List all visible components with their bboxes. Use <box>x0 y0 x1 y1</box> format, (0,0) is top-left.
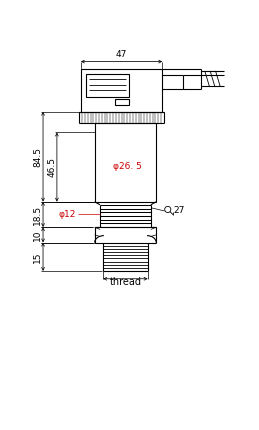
Bar <box>81 68 162 112</box>
Text: 10: 10 <box>33 229 42 241</box>
Text: 84.5: 84.5 <box>33 147 42 167</box>
Bar <box>115 99 128 105</box>
Text: φ26. 5: φ26. 5 <box>112 162 141 171</box>
Text: thread: thread <box>109 277 141 287</box>
Text: 46.5: 46.5 <box>47 157 56 177</box>
Bar <box>86 74 129 97</box>
Text: 47: 47 <box>116 49 127 58</box>
Text: 27: 27 <box>173 206 184 215</box>
Text: 15: 15 <box>33 251 42 263</box>
Text: φ12: φ12 <box>59 210 76 219</box>
Text: 18.5: 18.5 <box>33 204 42 224</box>
